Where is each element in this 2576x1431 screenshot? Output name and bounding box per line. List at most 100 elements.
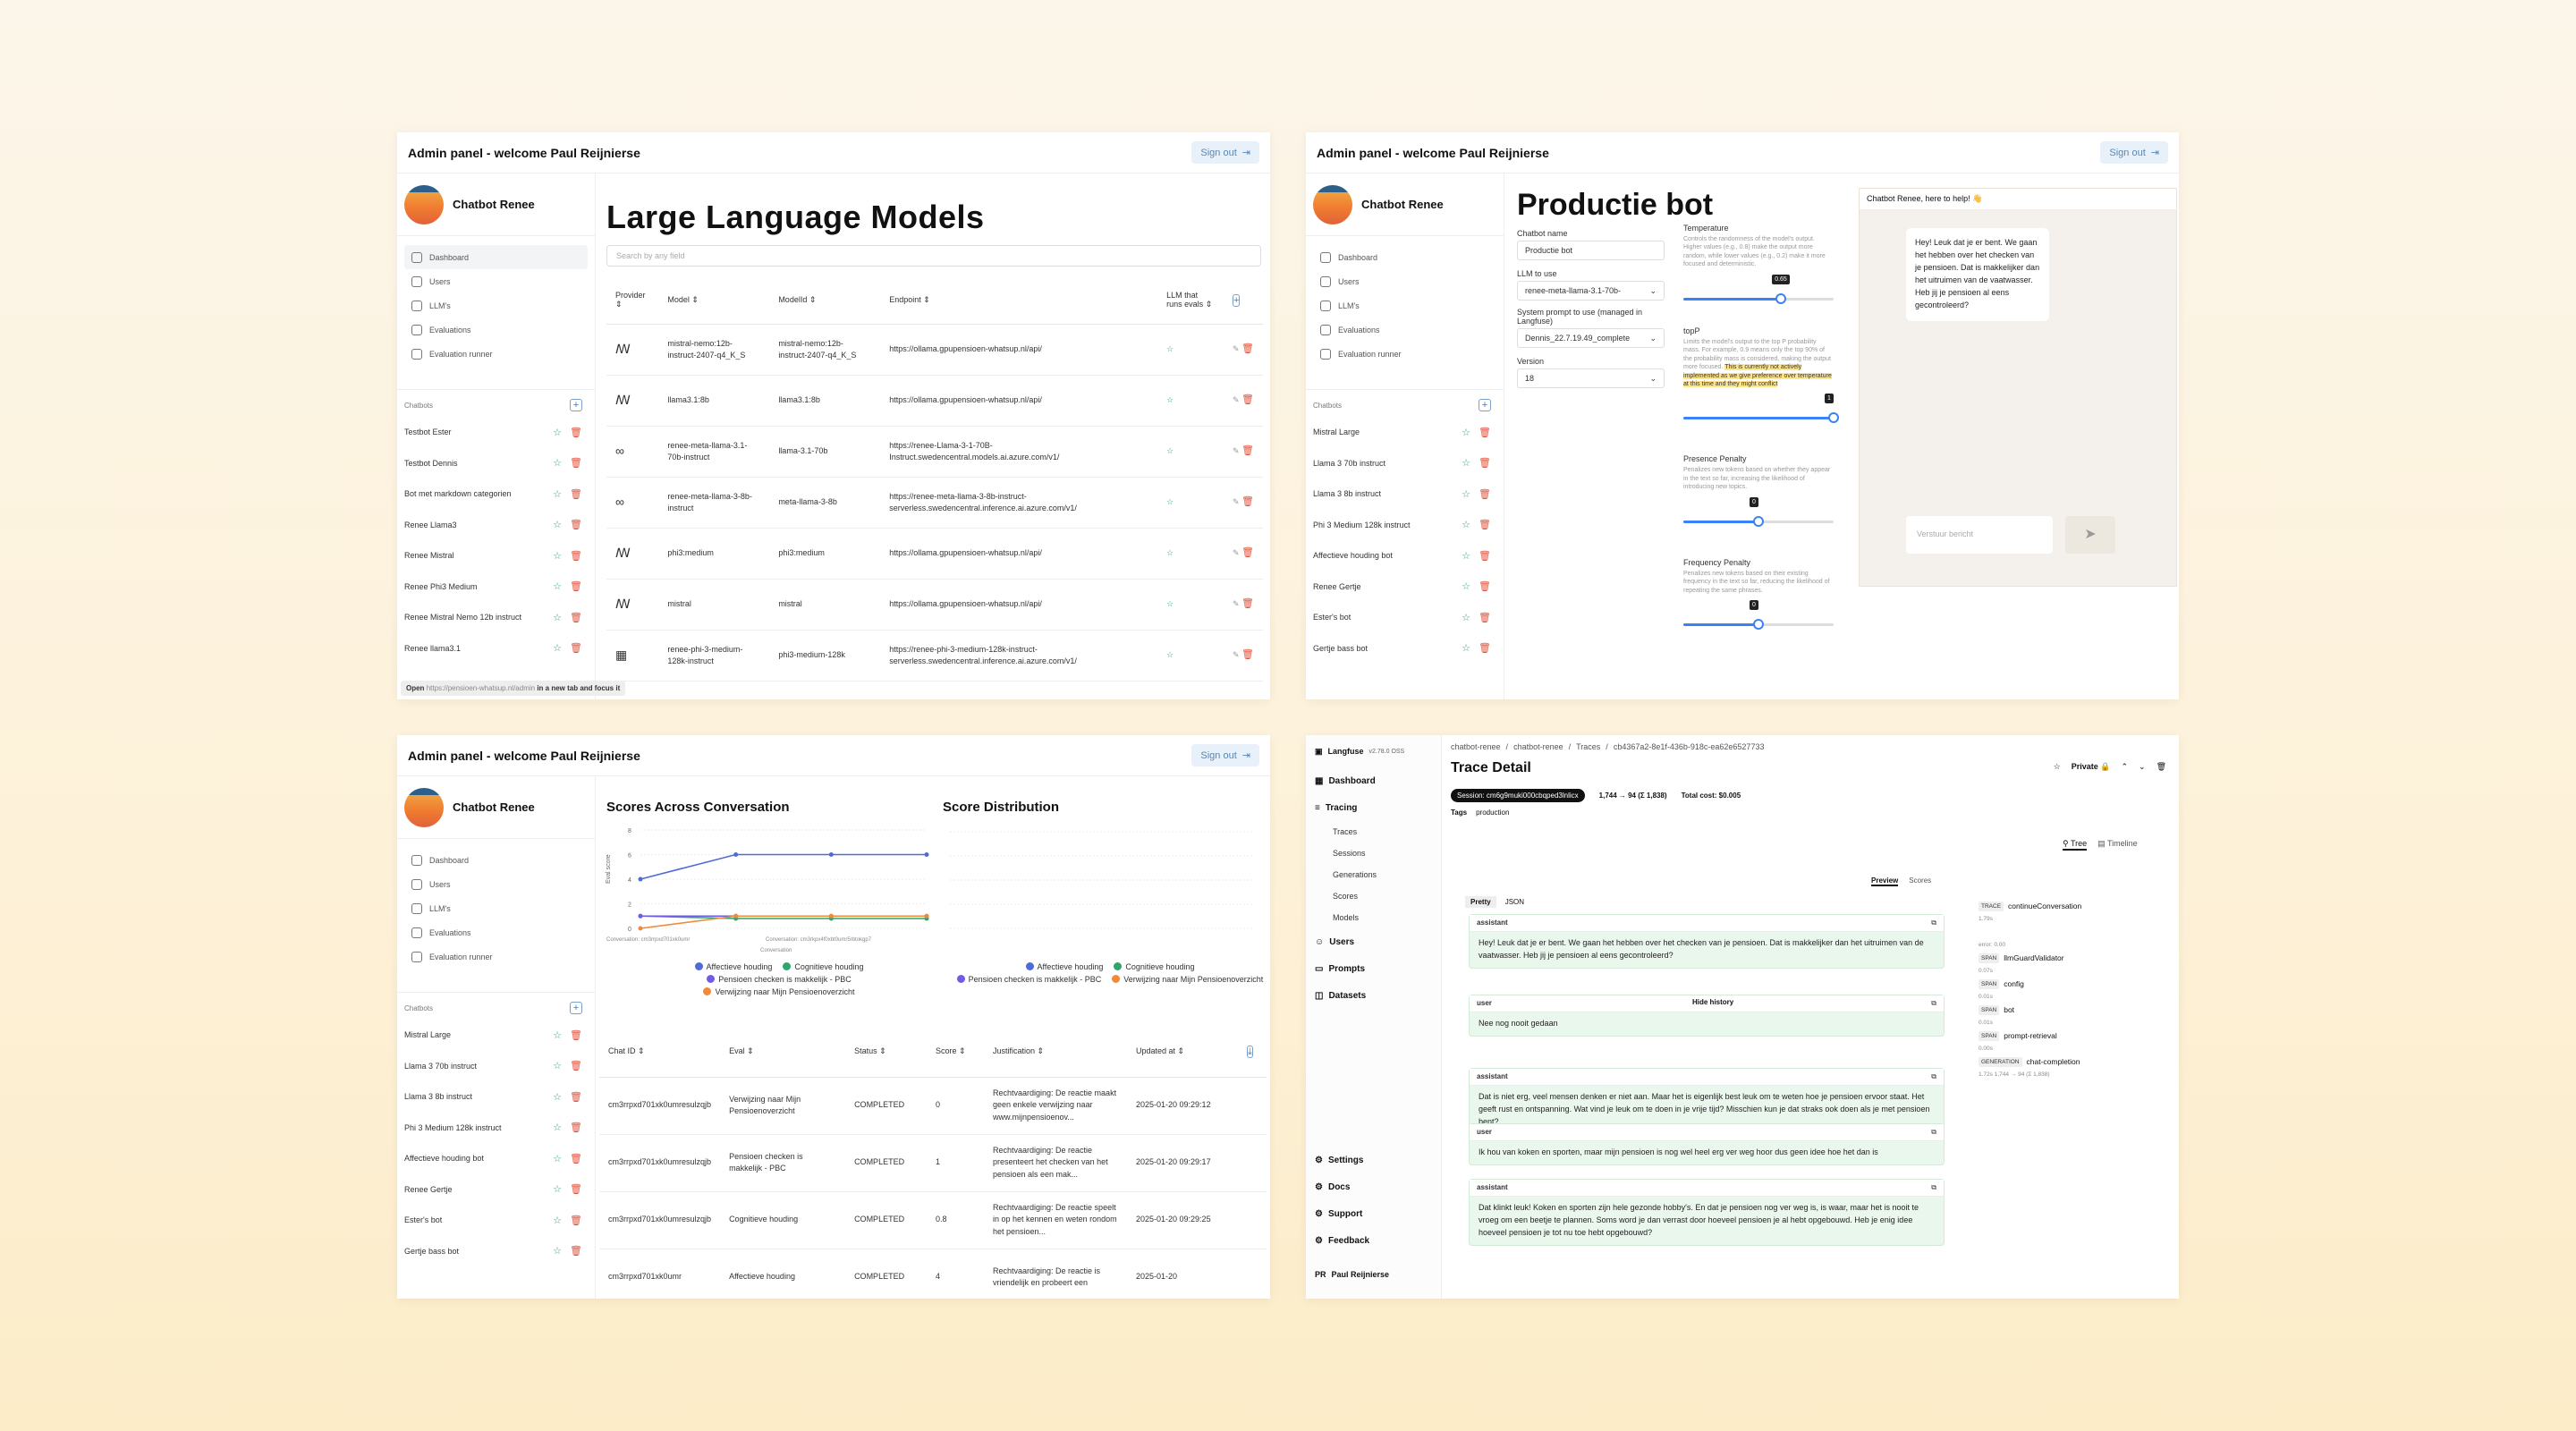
nav-item[interactable]: Evaluation runner: [404, 342, 588, 366]
chatbot-item[interactable]: Llama 3 70b instruct ☆ 🗑: [1306, 448, 1504, 479]
nav-item[interactable]: Evaluation runner: [404, 944, 588, 969]
trash-icon[interactable]: 🗑: [1241, 495, 1254, 507]
trash-icon[interactable]: 🗑: [1241, 343, 1254, 354]
topp-slider[interactable]: 1: [1683, 394, 1839, 424]
version-select[interactable]: 18 ⌄: [1517, 368, 1665, 388]
trash-icon[interactable]: 🗑: [570, 458, 582, 470]
nav-item[interactable]: LLM's: [404, 293, 588, 318]
session-badge[interactable]: Session: cm6g9muki000cbqped3lnlicx: [1451, 789, 1585, 802]
legend-item[interactable]: Cognitieve houding: [783, 962, 863, 971]
send-button[interactable]: ➤: [2065, 516, 2115, 554]
trash-icon[interactable]: 🗑: [1479, 550, 1491, 562]
star-icon[interactable]: ☆: [553, 1122, 563, 1134]
chatbot-item[interactable]: Bot met markdown categorien ☆ 🗑: [397, 478, 595, 510]
trash-icon[interactable]: 🗑: [570, 488, 582, 500]
chatbot-item[interactable]: Renee Phi3 Medium ☆ 🗑: [397, 572, 595, 603]
chat-input[interactable]: Verstuur bericht: [1906, 516, 2053, 554]
tree-node[interactable]: SPAN llmGuardValidator: [1979, 948, 2170, 968]
star-icon[interactable]: ☆: [553, 581, 563, 593]
legend-item[interactable]: Verwijzing naar Mijn Pensioenoverzicht: [1112, 975, 1263, 984]
column-header[interactable]: Endpoint ⇕: [880, 277, 1158, 325]
chatbot-item[interactable]: Renee Mistral ☆ 🗑: [397, 540, 595, 572]
tab-scores[interactable]: Scores: [1909, 876, 1932, 885]
star-icon[interactable]: ☆: [553, 488, 563, 500]
private-toggle[interactable]: Private 🔒: [2071, 762, 2111, 771]
llm-select[interactable]: renee-meta-llama-3.1-70b- ⌄: [1517, 281, 1665, 301]
langfuse-bottom-nav[interactable]: ⚙ Settings: [1315, 1155, 1364, 1165]
chatbot-item[interactable]: Mistral Large ☆ 🗑: [1306, 417, 1504, 448]
nav-item[interactable]: Users: [404, 872, 588, 896]
edit-icon[interactable]: ✎: [1232, 343, 1240, 353]
trash-icon[interactable]: 🗑: [570, 581, 582, 593]
edit-icon[interactable]: ✎: [1232, 598, 1240, 608]
nav-item[interactable]: LLM's: [1313, 293, 1496, 318]
tree-node[interactable]: SPAN bot: [1979, 1000, 2170, 1020]
legend-item[interactable]: Affectieve houding: [1025, 962, 1103, 971]
chatbot-item[interactable]: Gertje bass bot ☆ 🗑: [1306, 633, 1504, 665]
column-header[interactable]: Status ⇕: [845, 1027, 927, 1078]
star-icon[interactable]: ☆: [553, 1061, 563, 1072]
langfuse-bottom-nav[interactable]: ⚙ Support: [1315, 1208, 1363, 1219]
langfuse-bottom-nav[interactable]: ⚙ Docs: [1315, 1181, 1351, 1192]
chatbot-item[interactable]: Llama 3 70b instruct ☆ 🗑: [397, 1051, 595, 1082]
langfuse-nav-0[interactable]: ▦ Dashboard: [1315, 775, 1376, 786]
star-icon[interactable]: ☆: [1462, 612, 1471, 623]
tree-node[interactable]: GENERATION chat-completion: [1979, 1052, 2170, 1071]
trash-icon[interactable]: 🗑: [570, 1184, 582, 1196]
trash-icon[interactable]: 🗑: [1479, 581, 1491, 593]
copy-icon[interactable]: ⧉: [1931, 919, 1936, 927]
legend-item[interactable]: Pensioen checken is makkelijk - PBC: [956, 975, 1101, 984]
trash-icon[interactable]: 🗑: [1241, 445, 1254, 456]
trash-icon[interactable]: 🗑: [570, 550, 582, 562]
add-llm-button[interactable]: +: [1232, 293, 1241, 307]
column-header[interactable]: Justification ⇕: [984, 1027, 1127, 1078]
chatbot-item[interactable]: Renee Mistral Nemo 12b instruct ☆ 🗑: [397, 602, 595, 633]
frequency-slider[interactable]: 0: [1683, 600, 1834, 631]
star-icon[interactable]: ☆: [1462, 520, 1471, 531]
tracing-subitem[interactable]: Models: [1333, 913, 1360, 922]
trash-icon[interactable]: 🗑: [1241, 648, 1254, 660]
langfuse-nav-2[interactable]: ☺ Users: [1315, 936, 1355, 947]
trash-icon[interactable]: 🗑: [570, 1029, 582, 1041]
crumb-item[interactable]: chatbot-renee: [1451, 742, 1501, 751]
tree-node[interactable]: SPAN config: [1979, 974, 2170, 994]
trash-icon[interactable]: 🗑: [570, 643, 582, 655]
star-icon[interactable]: ☆: [1166, 599, 1174, 609]
nav-item[interactable]: Users: [404, 269, 588, 293]
star-icon[interactable]: ☆: [553, 550, 563, 562]
star-icon[interactable]: ☆: [553, 1153, 563, 1164]
legend-item[interactable]: Cognitieve houding: [1114, 962, 1194, 971]
chatbot-item[interactable]: Gertje bass bot ☆ 🗑: [397, 1236, 595, 1267]
trash-icon[interactable]: 🗑: [1479, 643, 1491, 655]
trash-icon[interactable]: 🗑: [570, 1122, 582, 1134]
star-icon[interactable]: ☆: [1166, 446, 1174, 456]
star-icon[interactable]: ☆: [1166, 344, 1174, 354]
star-icon[interactable]: ☆: [1166, 497, 1174, 507]
chatbot-item[interactable]: Ester's bot ☆ 🗑: [397, 1205, 595, 1236]
trash-icon[interactable]: 🗑: [570, 1153, 582, 1164]
tree-node[interactable]: SPAN prompt-retrieval: [1979, 1026, 2170, 1046]
chevron-down-icon[interactable]: ⌄: [2139, 762, 2146, 771]
star-icon[interactable]: ☆: [553, 1091, 563, 1103]
star-icon[interactable]: ☆: [1462, 458, 1471, 470]
chatbot-name-input[interactable]: Productie bot: [1517, 241, 1665, 260]
sign-out-button[interactable]: Sign out ⇥: [1191, 141, 1259, 164]
trash-icon[interactable]: 🗑: [1241, 394, 1254, 405]
star-icon[interactable]: ☆: [1166, 548, 1174, 558]
edit-icon[interactable]: ✎: [1232, 649, 1240, 659]
trash-icon[interactable]: 🗑: [570, 1061, 582, 1072]
chatbot-item[interactable]: Affectieve houding bot ☆ 🗑: [1306, 540, 1504, 572]
add-chatbot-button[interactable]: +: [570, 1002, 582, 1014]
trash-icon[interactable]: 🗑: [1479, 427, 1491, 438]
tracing-subitem[interactable]: Sessions: [1333, 849, 1366, 858]
tracing-subitem[interactable]: Scores: [1333, 892, 1359, 901]
nav-item[interactable]: Evaluations: [404, 920, 588, 944]
trash-icon[interactable]: 🗑: [1241, 597, 1254, 609]
copy-icon[interactable]: ⧉: [1931, 1183, 1936, 1191]
copy-icon[interactable]: ⧉: [1931, 1128, 1936, 1136]
column-header[interactable]: Eval ⇕: [720, 1027, 846, 1078]
star-icon[interactable]: ☆: [553, 612, 563, 623]
column-header[interactable]: Score ⇕: [926, 1027, 984, 1078]
trash-icon[interactable]: 🗑: [1479, 612, 1491, 623]
star-icon[interactable]: ☆: [553, 1184, 563, 1196]
